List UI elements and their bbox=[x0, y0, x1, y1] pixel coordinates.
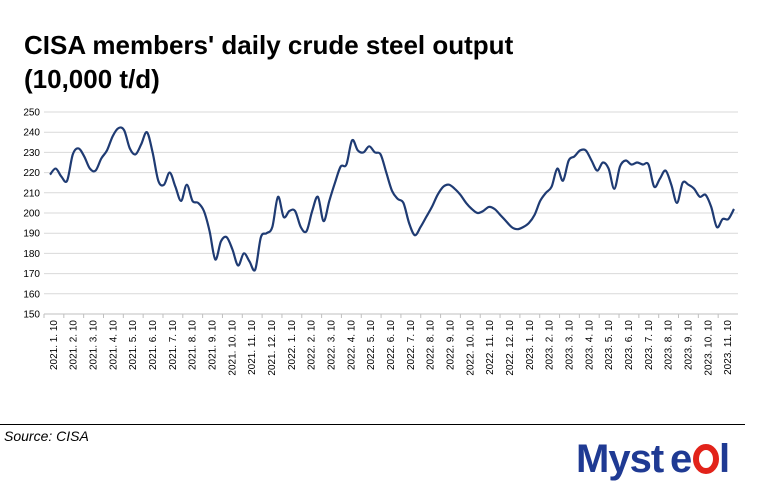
x-tick-label: 2021. 12. 10 bbox=[267, 320, 278, 376]
y-tick-label: 160 bbox=[23, 289, 40, 300]
x-tick-label: 2021. 1. 10 bbox=[49, 320, 60, 370]
y-tick-label: 150 bbox=[23, 310, 40, 321]
x-tick-label: 2023. 1. 10 bbox=[525, 320, 536, 370]
x-tick-label: 2022. 8. 10 bbox=[426, 320, 437, 370]
y-tick-label: 190 bbox=[23, 229, 40, 240]
x-tick-label: 2022. 3. 10 bbox=[327, 320, 338, 370]
x-tick-label: 2021. 3. 10 bbox=[89, 320, 100, 370]
x-tick-label: 2022. 10. 10 bbox=[465, 320, 476, 376]
x-tick-label: 2021. 4. 10 bbox=[108, 320, 119, 370]
x-tick-label: 2021. 5. 10 bbox=[128, 320, 139, 370]
y-tick-label: 210 bbox=[23, 188, 40, 199]
svg-text:l: l bbox=[719, 437, 729, 481]
x-tick-label: 2023. 8. 10 bbox=[664, 320, 675, 370]
x-tick-label: 2023. 4. 10 bbox=[584, 320, 595, 370]
x-tick-label: 2021. 2. 10 bbox=[69, 320, 80, 370]
x-tick-label: 2022. 12. 10 bbox=[505, 320, 516, 376]
x-tick-label: 2021. 8. 10 bbox=[188, 320, 199, 370]
x-tick-label: 2022. 4. 10 bbox=[346, 320, 357, 370]
gridlines bbox=[44, 111, 738, 315]
y-axis-ticks: 150 160 170 180 190 200 210 220 230 240 250 bbox=[23, 108, 40, 321]
x-tick-label: 2021. 11. 10 bbox=[247, 320, 258, 375]
x-tick-label: 2022. 9. 10 bbox=[445, 320, 456, 370]
svg-text:e: e bbox=[670, 437, 691, 481]
series-line-0 bbox=[49, 126, 735, 272]
y-tick-label: 250 bbox=[23, 108, 40, 119]
y-tick-label: 200 bbox=[23, 209, 40, 220]
x-tick-label: 2021. 10. 10 bbox=[227, 320, 238, 376]
x-tick-label: 2022. 11. 10 bbox=[485, 320, 496, 375]
y-tick-label: 230 bbox=[23, 148, 40, 159]
x-tick-label: 2023. 3. 10 bbox=[564, 320, 575, 370]
x-tick-label: 2022. 6. 10 bbox=[386, 320, 397, 370]
x-tick-label: 2021. 9. 10 bbox=[208, 320, 219, 370]
x-tick-label: 2023. 11. 10 bbox=[723, 320, 734, 375]
x-tick-label: 2023. 10. 10 bbox=[703, 320, 714, 376]
x-tick-label: 2022. 1. 10 bbox=[287, 320, 298, 370]
series-group bbox=[49, 126, 735, 272]
x-tick-label: 2022. 5. 10 bbox=[366, 320, 377, 370]
y-tick-label: 180 bbox=[23, 249, 40, 260]
x-tick-label: 2023. 5. 10 bbox=[604, 320, 615, 370]
y-tick-label: 170 bbox=[23, 269, 40, 280]
x-tick-label: 2023. 9. 10 bbox=[683, 320, 694, 370]
x-tick-label: 2023. 6. 10 bbox=[624, 320, 635, 370]
chart-title: CISA members' daily crude steel output (… bbox=[24, 30, 514, 94]
x-axis-ticks: 2021. 1. 10 2021. 2. 10 2021. 3. 10 2021. 4… bbox=[43, 314, 734, 376]
y-tick-label: 240 bbox=[23, 128, 40, 139]
x-tick-label: 2023. 7. 10 bbox=[644, 320, 655, 370]
x-tick-label: 2023. 2. 10 bbox=[545, 320, 556, 370]
mysteel-logo: Myst e l bbox=[576, 437, 730, 481]
chart: 150 160 170 180 190 200 210 220 230 240 250 2021. … bbox=[23, 108, 738, 376]
x-tick-label: 2022. 7. 10 bbox=[406, 320, 417, 370]
x-tick-label: 2021. 6. 10 bbox=[148, 320, 159, 370]
svg-text:Myst: Myst bbox=[576, 437, 664, 481]
footer-divider bbox=[0, 424, 745, 425]
x-tick-label: 2021. 7. 10 bbox=[168, 320, 179, 370]
source-note: Source: CISA bbox=[4, 428, 89, 444]
x-tick-label: 2022. 2. 10 bbox=[307, 320, 318, 370]
y-tick-label: 220 bbox=[23, 168, 40, 179]
